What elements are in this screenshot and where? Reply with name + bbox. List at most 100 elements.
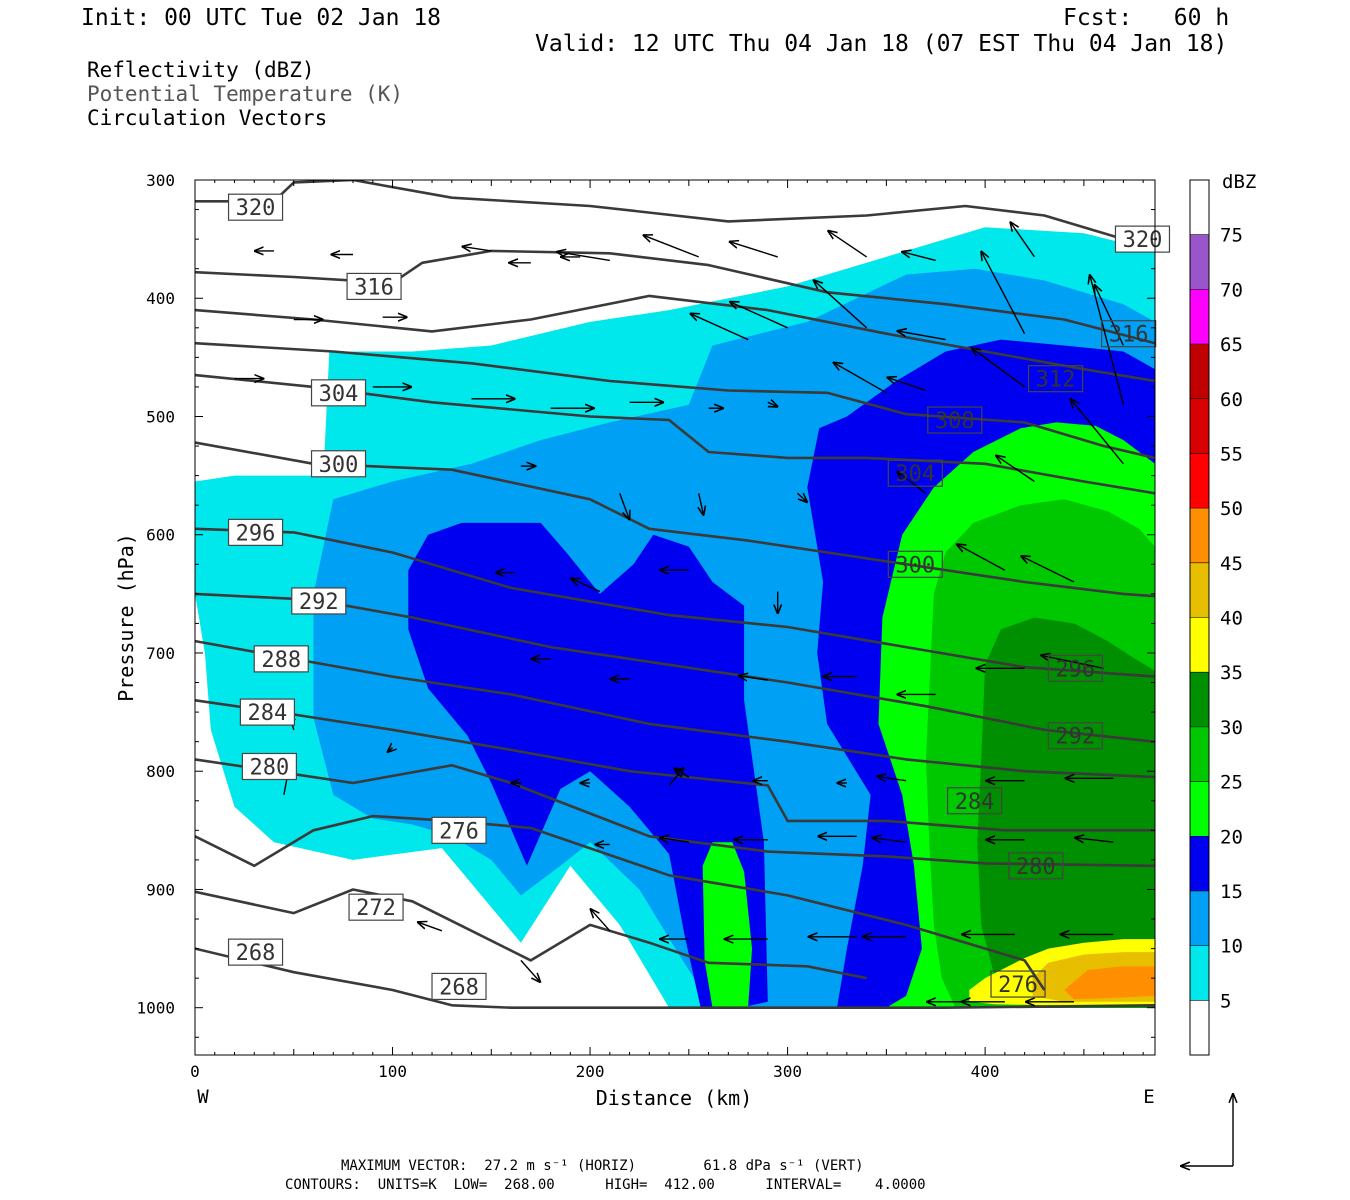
svg-text:304: 304: [319, 382, 359, 407]
theta-contour-320: [195, 180, 1155, 247]
east-label: E: [1143, 1086, 1154, 1108]
colorbar-swatch-2: [1190, 890, 1209, 946]
colorbar-swatch-5: [1190, 726, 1209, 782]
colorbar-swatch-1: [1190, 945, 1209, 1001]
circulation-vector-45: [1041, 655, 1104, 669]
theta-label-296-11: 296: [1047, 654, 1103, 682]
circulation-vector-11: [730, 302, 788, 329]
y-tick-label-400: 400: [146, 289, 175, 308]
reflectivity-region-30dbz-7: [977, 617, 1155, 1008]
circulation-vector-25: [957, 544, 1006, 571]
theta-label-276-19: 276: [431, 816, 487, 844]
y-tick-label-600: 600: [146, 526, 175, 545]
x-tick-label-300: 300: [773, 1062, 802, 1081]
circulation-vector-22: [996, 456, 1035, 483]
colorbar-label-10: 10: [1220, 936, 1243, 958]
colorbar-label-70: 70: [1220, 279, 1243, 301]
theta-label-272-21: 272: [348, 893, 404, 921]
y-tick-label-700: 700: [146, 644, 175, 663]
circulation-vector-8: [828, 231, 867, 258]
theta-label-316-2: 316: [346, 272, 402, 300]
circulation-vector-17: [972, 348, 1026, 388]
theta-contour-276: [195, 814, 1046, 991]
svg-text:292: 292: [1055, 725, 1095, 750]
circulation-vector-66: [520, 959, 540, 982]
colorbar-label-65: 65: [1220, 334, 1243, 356]
theta-contour-296: [195, 527, 1155, 678]
circulation-vector-47: [739, 676, 768, 680]
theta-label-304-7: 304: [887, 459, 943, 487]
svg-text:296: 296: [1055, 657, 1095, 682]
circulation-vector-20: [1090, 275, 1125, 405]
svg-text:308: 308: [935, 409, 975, 434]
svg-text:296: 296: [236, 521, 276, 546]
theta-label-284-16: 284: [946, 787, 1003, 815]
svg-text:284: 284: [955, 790, 995, 815]
west-label: W: [197, 1086, 209, 1108]
theta-label-268-22: 268: [227, 938, 284, 966]
svg-text:268: 268: [439, 975, 479, 1000]
circulation-vector-23: [897, 472, 927, 494]
circulation-vector-50: [877, 776, 907, 780]
colorbar-swatch-7: [1190, 617, 1209, 673]
svg-text:316: 316: [1109, 323, 1149, 348]
theta-label-308-5: 308: [927, 406, 983, 434]
colorbar-swatch-6: [1190, 672, 1209, 727]
theta-contour-300: [195, 441, 1155, 598]
circulation-vector-10: [1011, 222, 1036, 258]
colorbar-label-25: 25: [1220, 772, 1243, 794]
theta-label-320-0: 320: [227, 193, 284, 221]
theta-contour-292: [195, 592, 1155, 743]
svg-text:276: 276: [998, 973, 1038, 998]
svg-text:300: 300: [895, 553, 935, 578]
colorbar-swatch-14: [1190, 234, 1209, 290]
colorbar-swatch-3: [1190, 836, 1209, 891]
circulation-vector-18: [834, 363, 887, 394]
svg-text:280: 280: [1016, 855, 1056, 880]
colorbar-swatch-13: [1190, 289, 1209, 345]
y-tick-label-1000: 1000: [136, 999, 175, 1018]
x-tick-label-200: 200: [576, 1062, 605, 1081]
circulation-vector-37: [797, 492, 808, 502]
legend-circulation-vectors: Circulation Vectors: [87, 106, 328, 130]
theta-label-284-15: 284: [239, 698, 296, 726]
reflectivity-region-45dbz-10: [1064, 966, 1155, 1000]
circulation-vector-36: [699, 493, 704, 515]
colorbar-label-15: 15: [1220, 881, 1243, 903]
circulation-vector-15: [1095, 285, 1125, 346]
x-tick-label-0: 0: [190, 1062, 200, 1081]
legend-reflectivity: Reflectivity (dBZ): [87, 58, 315, 82]
circulation-vector-12: [814, 280, 868, 329]
forecast-hour: Fcst: 60 h: [1063, 5, 1230, 31]
init-time: Init: 00 UTC Tue 02 Jan 18: [81, 5, 442, 31]
y-axis-title: Pressure (hPa): [114, 533, 138, 702]
circulation-vector-14: [981, 252, 1026, 335]
theta-contour-284: [195, 699, 1155, 832]
colorbar-label-75: 75: [1220, 225, 1243, 247]
circulation-vector-75: [674, 769, 690, 778]
theta-label-288-14: 288: [253, 645, 309, 673]
colorbar-label-35: 35: [1220, 662, 1243, 684]
circulation-vector-24: [1021, 556, 1075, 583]
legend-potential-temperature: Potential Temperature (K): [87, 82, 404, 106]
colorbar-label-20: 20: [1220, 826, 1243, 848]
colorbar-label-40: 40: [1220, 608, 1243, 630]
svg-text:284: 284: [248, 701, 288, 726]
theta-contour-288: [195, 639, 1155, 779]
theta-label-276-20: 276: [990, 970, 1046, 998]
theta-label-312-4: 312: [1027, 365, 1084, 393]
x-tick-label-400: 400: [971, 1062, 1000, 1081]
colorbar-swatch-0: [1190, 1000, 1209, 1055]
theta-label-300-8: 300: [310, 450, 367, 478]
vector-scale-arrows: [1181, 1094, 1233, 1166]
circulation-vector-13: [898, 331, 946, 341]
svg-text:316: 316: [354, 275, 394, 300]
colorbar-swatch-8: [1190, 562, 1209, 618]
theta-label-292-12: 292: [291, 587, 347, 615]
circulation-vector-19: [888, 378, 927, 392]
colorbar-label-5: 5: [1220, 990, 1231, 1012]
theta-label-300-9: 300: [887, 550, 943, 578]
colorbar-label-30: 30: [1220, 717, 1243, 739]
theta-contour-268: [195, 947, 1155, 1009]
